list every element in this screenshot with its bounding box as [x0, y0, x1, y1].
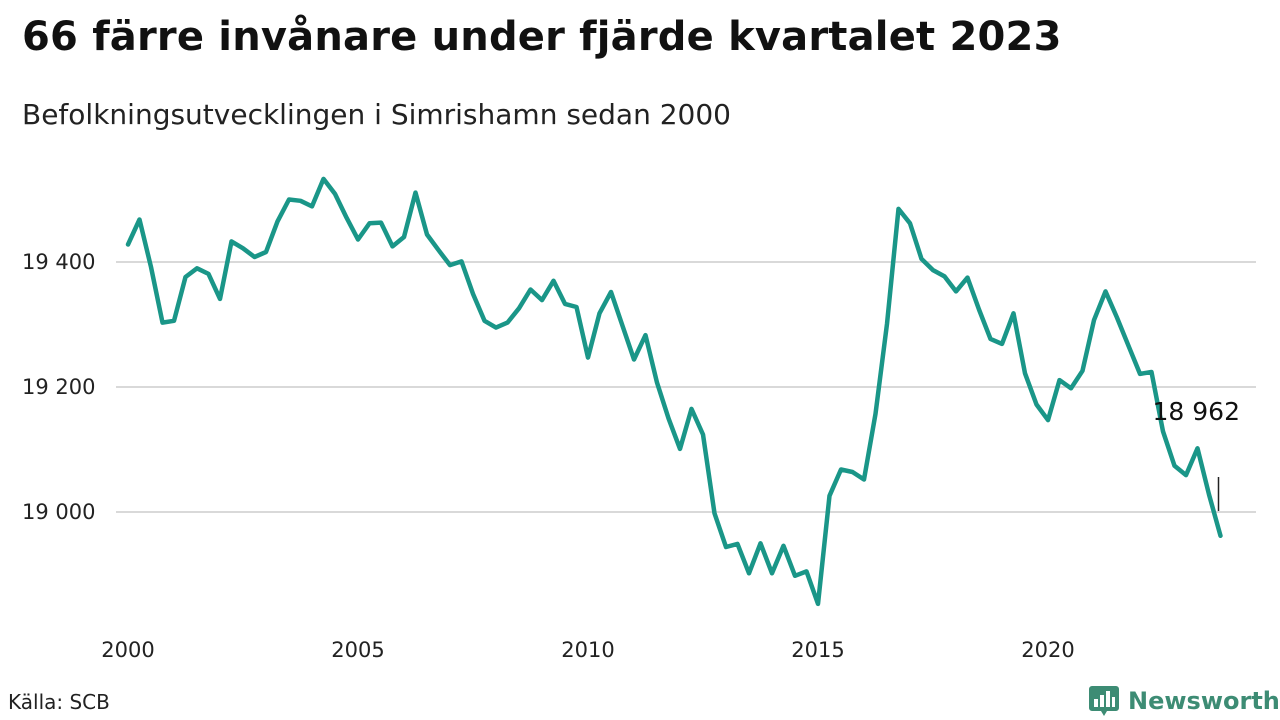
brand-name: Newsworthy [1128, 687, 1280, 715]
x-axis-ticks: 2000 2005 2010 2015 2020 [101, 638, 1074, 662]
y-axis-ticks: 19 000 19 200 19 400 [22, 250, 95, 524]
annotation-layer: 18 962 [1153, 397, 1240, 511]
last-value-label: 18 962 [1153, 397, 1240, 426]
series-layer [125, 176, 1223, 607]
chart-title: 66 färre invånare under fjärde kvartalet… [22, 14, 1062, 60]
newsworthy-logo-icon [1089, 686, 1119, 716]
y-tick-label: 19 400 [22, 250, 95, 274]
x-tick-label: 2000 [101, 638, 154, 662]
x-tick-label: 2010 [561, 638, 614, 662]
y-tick-label: 19 000 [22, 500, 95, 524]
series-line-0 [125, 176, 1223, 607]
brand-logo[interactable]: Newsworthy [1088, 684, 1280, 718]
x-tick-label: 2015 [791, 638, 844, 662]
y-tick-label: 19 200 [22, 375, 95, 399]
source-note: Källa: SCB [8, 690, 110, 714]
gridlines [116, 261, 1256, 513]
x-tick-label: 2005 [331, 638, 384, 662]
chart-subtitle: Befolkningsutvecklingen i Simrishamn sed… [22, 98, 731, 131]
x-tick-label: 2020 [1021, 638, 1074, 662]
